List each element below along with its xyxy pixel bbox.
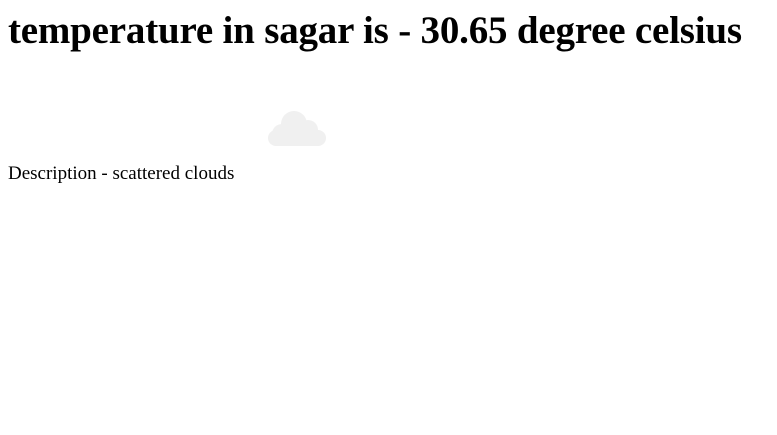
page-title: temperature in sagar is - 30.65 degree c… bbox=[8, 9, 742, 52]
cloud-icon-svg bbox=[268, 111, 326, 146]
cloud-icon bbox=[264, 106, 328, 154]
cloud-shape bbox=[268, 111, 326, 146]
weather-description: Description - scattered clouds bbox=[8, 163, 235, 184]
weather-row: Description - scattered clouds bbox=[8, 104, 768, 194]
